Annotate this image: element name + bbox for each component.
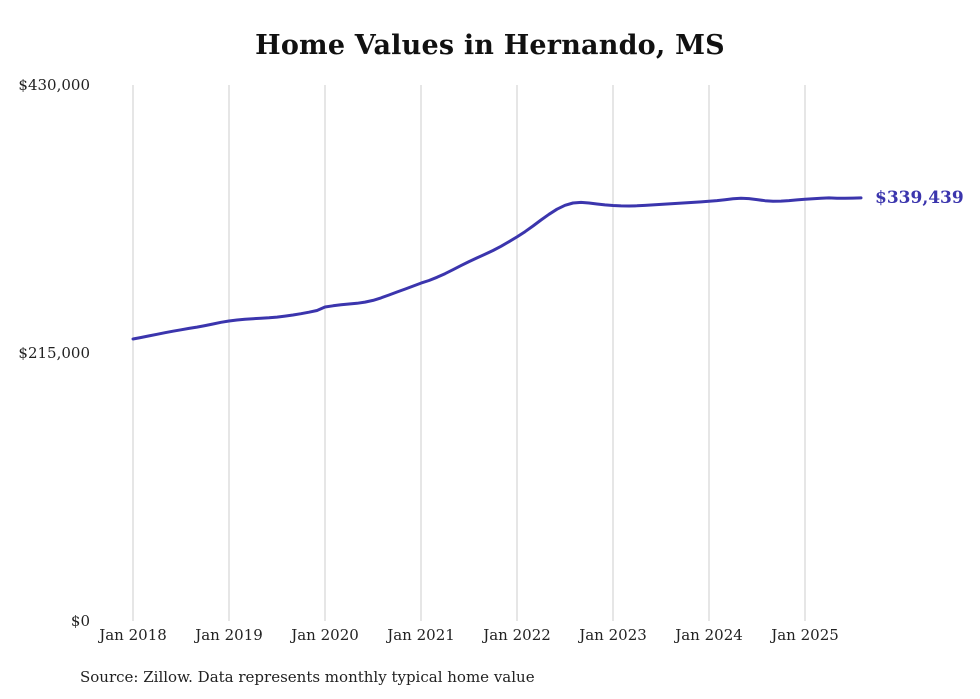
latest-value-label: $339,439 (875, 187, 964, 208)
y-axis-tick-label: $430,000 (18, 76, 90, 94)
x-axis-tick-label: Jan 2024 (673, 626, 743, 644)
x-axis-tick-label: Jan 2025 (769, 626, 839, 644)
x-axis-tick-label: Jan 2019 (193, 626, 263, 644)
source-note: Source: Zillow. Data represents monthly … (80, 668, 535, 686)
y-axis-tick-label: $0 (71, 612, 90, 630)
x-axis-tick-label: Jan 2018 (97, 626, 167, 644)
y-axis-tick-label: $215,000 (18, 344, 90, 362)
home-value-line (131, 196, 863, 341)
x-axis-tick-label: Jan 2020 (289, 626, 359, 644)
chart-title: Home Values in Hernando, MS (255, 30, 725, 61)
x-axis-tick-label: Jan 2022 (481, 626, 551, 644)
x-axis-tick-label: Jan 2021 (385, 626, 455, 644)
x-axis-tick-label: Jan 2023 (577, 626, 647, 644)
